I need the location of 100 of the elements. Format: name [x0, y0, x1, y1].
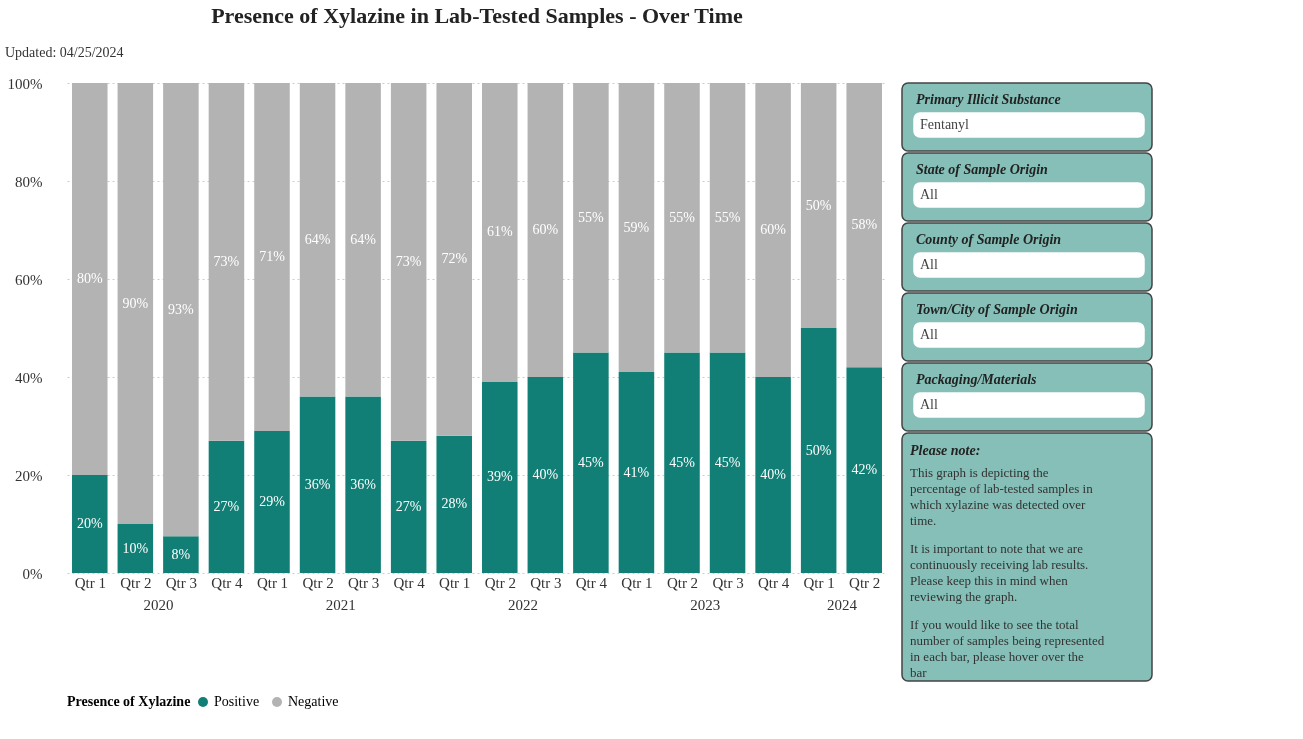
text: 2022	[508, 596, 539, 613]
bar	[436, 435, 472, 573]
x-tick-label: Qtr 3	[712, 574, 744, 591]
data-label: 8%	[171, 546, 191, 562]
bar	[709, 352, 746, 573]
bar	[800, 83, 837, 328]
data-label: 60%	[760, 222, 787, 237]
data-label: 28%	[441, 496, 468, 512]
y-tick-label: 60%	[15, 271, 43, 288]
x-tick-label: Qtr 2	[484, 574, 516, 591]
text: 2024	[826, 596, 858, 613]
legend-title: Presence of Xylazine	[67, 694, 191, 709]
bar	[254, 430, 290, 573]
data-label: 55%	[714, 209, 741, 225]
data-label: 73%	[395, 253, 422, 269]
x-tick-label: Qtr 4	[575, 574, 608, 591]
data-label: 36%	[304, 476, 331, 492]
data-label: 27%	[213, 498, 240, 514]
text: Primary Illicit Substance	[916, 92, 1061, 107]
data-label: 58%	[851, 217, 878, 233]
data-label: 29%	[259, 493, 286, 509]
data-label: 73%	[213, 253, 240, 269]
data-label: 80%	[76, 271, 103, 286]
x-tick-label: Qtr 1	[256, 574, 289, 591]
bar	[846, 83, 882, 368]
text: All	[920, 187, 938, 202]
bar	[117, 524, 154, 573]
bar	[345, 396, 381, 573]
text: All	[920, 257, 938, 272]
data-label: 20%	[76, 516, 103, 531]
chart-title: Presence of Xylazine in Lab-Tested Samples - Over Time	[211, 3, 744, 28]
y-tick-label: 100%	[7, 75, 43, 92]
bar	[618, 83, 655, 373]
y-tick-label: 80%	[15, 173, 43, 190]
data-label: 45%	[714, 454, 741, 470]
x-tick-label: Qtr 2	[302, 574, 334, 591]
legend-label: Negative	[288, 694, 339, 709]
text: Fentanyl	[920, 117, 970, 132]
text: If you would like to see the total number of samples being represented in each bar, please hover over the bar	[910, 617, 1105, 680]
bar	[482, 381, 518, 573]
x-tick-label: Qtr 2	[849, 574, 881, 591]
data-label: 55%	[578, 209, 605, 225]
bar	[618, 372, 655, 573]
text: Updated: 04/25/2024	[5, 45, 124, 60]
bar	[664, 83, 700, 353]
data-label: 64%	[304, 231, 331, 247]
bar	[755, 377, 791, 573]
bar	[573, 83, 609, 353]
bar	[299, 396, 336, 573]
text: This graph is depicting the percentage of lab-tested samples in which xylazine was detected over time.	[910, 465, 1094, 528]
bar	[800, 328, 837, 573]
bar	[72, 83, 108, 475]
bar	[390, 440, 427, 573]
bar	[208, 83, 245, 441]
text: County of Sample Origin	[916, 232, 1062, 247]
bar	[208, 440, 245, 573]
bar	[345, 83, 381, 397]
text: It is important to note that we are continuously receiving lab results. Please keep this in mind when reviewing the graph.	[910, 541, 1089, 604]
x-tick-label: Qtr 4	[757, 574, 790, 591]
text: 2021	[325, 596, 356, 613]
bar	[846, 367, 882, 573]
text: 2020	[143, 596, 174, 613]
x-tick-label: Qtr 3	[165, 574, 198, 591]
data-label: 71%	[259, 248, 286, 264]
x-tick-label: Qtr 1	[803, 574, 835, 591]
y-tick-label: 0%	[22, 565, 43, 582]
legend-label: Positive	[214, 694, 260, 709]
data-label: 40%	[760, 467, 787, 482]
text: State of Sample Origin	[916, 162, 1049, 177]
x-tick-label: Qtr 4	[211, 574, 244, 591]
bar	[254, 83, 290, 431]
bar	[163, 83, 199, 537]
data-label: 50%	[805, 197, 832, 213]
data-label: 64%	[350, 231, 377, 247]
bar	[527, 83, 564, 377]
bar	[436, 83, 472, 436]
text: All	[920, 397, 938, 412]
bar	[664, 352, 700, 573]
bar	[163, 536, 199, 573]
x-tick-label: Qtr 2	[666, 574, 699, 591]
data-label: 45%	[669, 454, 696, 470]
data-label: 60%	[532, 222, 559, 237]
bar	[72, 475, 108, 573]
y-tick-label: 20%	[15, 467, 43, 484]
data-label: 40%	[532, 467, 559, 482]
text: Town/City of Sample Origin	[916, 302, 1078, 317]
data-label: 50%	[805, 442, 832, 458]
data-label: 36%	[350, 476, 377, 492]
bar	[573, 352, 609, 573]
y-tick-label: 40%	[15, 369, 43, 386]
data-label: 39%	[486, 469, 513, 485]
data-label: 27%	[395, 498, 422, 514]
text: All	[920, 327, 938, 342]
x-tick-label: Qtr 1	[74, 574, 106, 591]
x-tick-label: Qtr 3	[347, 574, 380, 591]
data-label: 41%	[623, 464, 650, 480]
bar	[117, 83, 154, 524]
x-tick-label: Qtr 2	[120, 574, 152, 591]
text: Packaging/Materials	[916, 372, 1038, 387]
data-label: 59%	[623, 219, 650, 235]
